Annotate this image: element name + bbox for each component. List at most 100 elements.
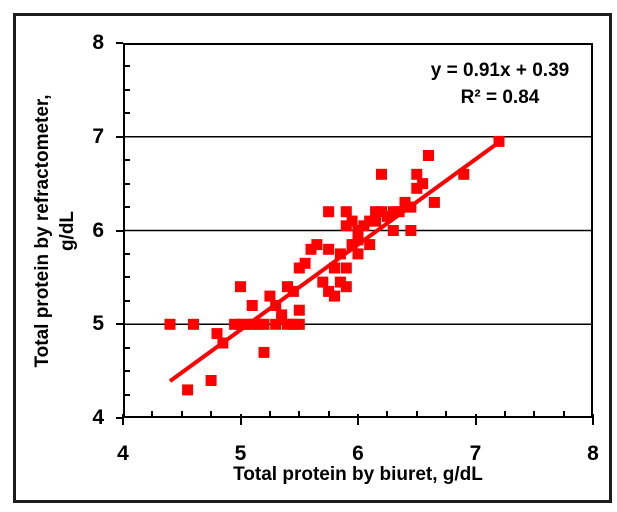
y-major-tick: [116, 229, 123, 232]
data-point: [381, 210, 393, 222]
data-point: [364, 239, 376, 251]
y-minor-tick: [125, 252, 130, 255]
trendline-annotation: y = 0.91x + 0.39 R² = 0.84: [400, 57, 600, 111]
data-point: [340, 262, 352, 274]
data-point: [323, 285, 335, 297]
scatter-plot: [123, 43, 593, 418]
data-point: [417, 178, 429, 190]
trend-line: [168, 140, 501, 383]
data-point: [340, 220, 352, 232]
data-point: [317, 276, 329, 288]
x-minor-tick: [327, 411, 330, 416]
trendline-equation: y = 0.91x + 0.39: [430, 60, 570, 81]
data-point: [346, 215, 358, 227]
y-minor-tick: [125, 393, 130, 396]
data-point: [311, 239, 323, 251]
data-point: [428, 196, 440, 208]
data-point: [370, 206, 382, 218]
y-tick-label: 7: [92, 124, 104, 148]
figure-frame: [13, 13, 612, 503]
data-point: [329, 262, 340, 274]
x-major-tick: [592, 414, 594, 425]
data-point: [305, 243, 317, 255]
data-point: [352, 234, 364, 246]
data-point: [493, 135, 505, 147]
data-point: [352, 248, 364, 260]
x-major-tick: [474, 414, 477, 425]
y-minor-tick: [125, 299, 130, 302]
data-point: [293, 304, 305, 316]
data-point: [364, 215, 376, 227]
data-point: [258, 318, 270, 330]
y-major-tick: [116, 42, 123, 44]
x-major-tick: [239, 414, 242, 425]
data-point: [346, 239, 358, 251]
data-point: [276, 309, 288, 321]
data-point: [376, 206, 387, 218]
data-point: [423, 150, 434, 161]
data-point: [387, 225, 399, 236]
data-point: [287, 318, 299, 330]
x-minor-tick: [445, 411, 448, 416]
data-point: [188, 318, 199, 330]
y-tick-label: 4: [92, 406, 104, 429]
data-point: [411, 168, 423, 180]
data-point: [246, 318, 258, 330]
data-point: [323, 243, 335, 255]
y-minor-tick: [125, 370, 130, 373]
y-minor-tick: [125, 159, 130, 162]
data-point: [376, 168, 387, 180]
y-axis-title-line1: Total protein by refractometer,: [32, 94, 53, 368]
data-point: [405, 225, 417, 236]
x-major-tick: [357, 414, 359, 425]
r-squared-value: R² = 0.84: [460, 87, 540, 108]
y-minor-tick: [125, 65, 130, 68]
x-axis-title: Total protein by biuret, g/dL: [233, 464, 483, 485]
data-point: [411, 182, 423, 194]
data-point: [246, 300, 258, 311]
x-tick-label: 8: [587, 442, 599, 465]
data-point: [334, 248, 346, 260]
x-minor-tick: [298, 411, 301, 416]
y-minor-tick: [125, 276, 130, 279]
data-point: [282, 281, 293, 293]
data-point: [387, 206, 399, 218]
x-minor-tick: [503, 411, 506, 416]
y-minor-tick: [125, 182, 130, 185]
data-point: [358, 220, 370, 232]
data-point: [205, 375, 217, 386]
data-point: [282, 318, 293, 330]
data-point: [370, 215, 382, 227]
y-tick-label: 6: [92, 218, 104, 242]
data-point: [258, 346, 270, 358]
data-point: [293, 262, 305, 274]
x-tick-label: 4: [117, 442, 129, 465]
y-major-tick: [116, 135, 123, 138]
data-point: [164, 318, 176, 330]
x-minor-tick: [180, 411, 183, 416]
data-point: [458, 168, 470, 180]
y-major-tick: [116, 417, 123, 419]
data-point: [270, 318, 282, 330]
data-point: [393, 206, 405, 218]
x-minor-tick: [268, 411, 271, 416]
y-major-tick: [116, 323, 123, 326]
data-point: [264, 290, 276, 302]
x-minor-tick: [386, 411, 389, 416]
y-minor-tick: [125, 88, 130, 91]
x-minor-tick: [151, 411, 154, 416]
y-minor-tick: [125, 206, 130, 209]
data-point: [334, 276, 346, 288]
x-tick-label: 7: [469, 442, 482, 465]
y-minor-tick: [125, 346, 130, 349]
data-point: [252, 318, 264, 330]
data-point: [399, 196, 411, 208]
y-minor-tick: [125, 112, 130, 115]
data-point: [340, 281, 352, 293]
x-minor-tick: [415, 411, 418, 416]
data-point: [323, 206, 335, 218]
x-minor-tick: [533, 411, 536, 416]
data-point: [235, 281, 246, 293]
data-point: [352, 225, 364, 236]
x-minor-tick: [210, 411, 213, 416]
